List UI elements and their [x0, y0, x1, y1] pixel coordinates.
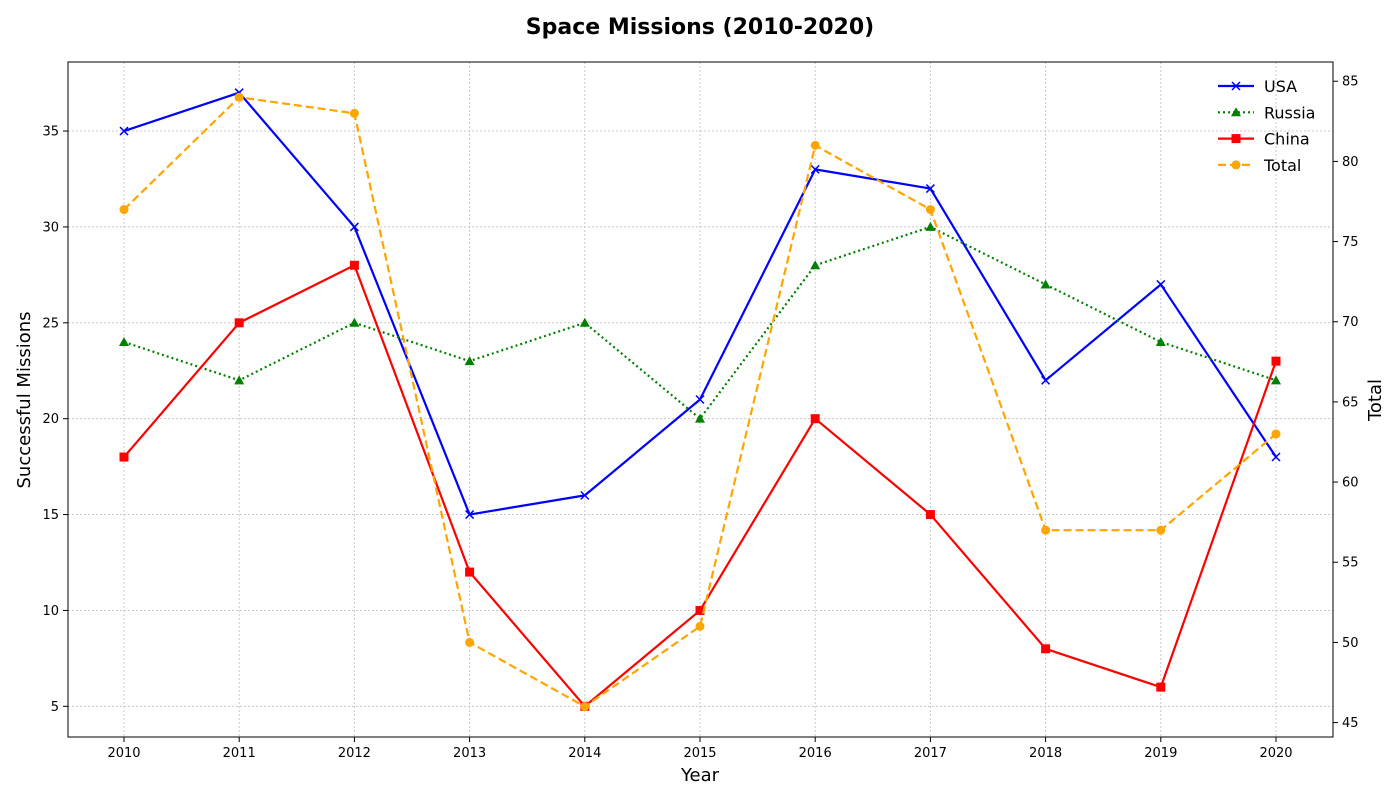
y-axis-left: 5 10 15 20 25 30 35	[42, 125, 68, 715]
data-point-china	[926, 510, 935, 519]
x-tick-label: 2020	[1259, 746, 1292, 761]
y2-tick-label: 45	[1342, 716, 1359, 731]
data-point-total	[1272, 429, 1281, 438]
data-point-china	[811, 414, 820, 423]
legend-label-total: Total	[1263, 156, 1301, 175]
y-tick-label: 5	[51, 700, 59, 715]
data-point-total	[120, 205, 129, 214]
y-tick-label: 10	[42, 604, 59, 619]
x-tick-label: 2016	[799, 746, 832, 761]
y-axis-label: Successful Missions	[14, 311, 35, 488]
chart-title: Space Missions (2010-2020)	[526, 15, 874, 40]
legend-label-russia: Russia	[1264, 103, 1315, 122]
x-tick-label: 2014	[568, 746, 601, 761]
y2-tick-label: 55	[1342, 556, 1359, 571]
x-tick-label: 2011	[223, 746, 256, 761]
x-tick-label: 2010	[107, 746, 140, 761]
legend-item-china: China	[1218, 130, 1310, 149]
data-point-total	[926, 205, 935, 214]
data-point-total	[350, 109, 359, 118]
y2-tick-label: 75	[1342, 235, 1359, 250]
y-tick-label: 15	[42, 508, 59, 523]
x-tick-label: 2013	[453, 746, 486, 761]
y-tick-label: 25	[42, 316, 59, 331]
y2-tick-label: 65	[1342, 395, 1359, 410]
data-point-total	[465, 638, 474, 647]
data-point-russia	[1041, 279, 1051, 288]
x-tick-label: 2015	[683, 746, 716, 761]
legend-item-usa: USA	[1218, 77, 1297, 96]
legend-marker	[1232, 160, 1241, 169]
data-point-china	[235, 318, 244, 327]
legend-label-china: China	[1264, 130, 1310, 149]
data-point-total	[580, 702, 589, 711]
data-point-total	[235, 93, 244, 102]
y2-axis-label: Total	[1365, 379, 1386, 422]
data-point-china	[465, 568, 474, 577]
x-axis-label: Year	[680, 765, 720, 786]
x-tick-label: 2012	[338, 746, 371, 761]
data-point-china	[1156, 683, 1165, 692]
data-point-total	[696, 622, 705, 631]
legend: USA Russia China Total	[1218, 77, 1315, 175]
data-point-china	[120, 453, 129, 462]
legend-label-usa: USA	[1264, 77, 1297, 96]
y2-tick-label: 50	[1342, 636, 1359, 651]
y2-tick-label: 60	[1342, 476, 1359, 491]
y-tick-label: 30	[42, 220, 59, 235]
x-tick-label: 2017	[914, 746, 947, 761]
legend-item-russia: Russia	[1218, 103, 1315, 122]
data-point-total	[1041, 526, 1050, 535]
x-axis: 2010 2011 2012 2013 2014 2015 2016 2017 2018 2019…	[107, 737, 1292, 761]
x-tick-label: 2019	[1144, 746, 1177, 761]
legend-item-total: Total	[1218, 156, 1301, 175]
data-point-china	[350, 261, 359, 270]
y2-tick-label: 80	[1342, 155, 1359, 170]
data-point-total	[1156, 526, 1165, 535]
y-axis-right: 45 50 55 60 65 70 75 80 85	[1333, 75, 1359, 731]
data-point-russia	[119, 337, 129, 346]
data-point-russia	[234, 375, 244, 384]
data-point-russia	[1156, 337, 1166, 346]
y2-tick-label: 70	[1342, 315, 1359, 330]
data-point-total	[811, 141, 820, 150]
y-tick-label: 20	[42, 412, 59, 427]
data-point-china	[1041, 644, 1050, 653]
data-point-china	[1272, 357, 1281, 366]
y2-tick-label: 85	[1342, 75, 1359, 90]
legend-marker	[1232, 134, 1241, 143]
data-point-russia	[810, 260, 820, 269]
x-tick-label: 2018	[1029, 746, 1062, 761]
y-tick-label: 35	[42, 125, 59, 140]
